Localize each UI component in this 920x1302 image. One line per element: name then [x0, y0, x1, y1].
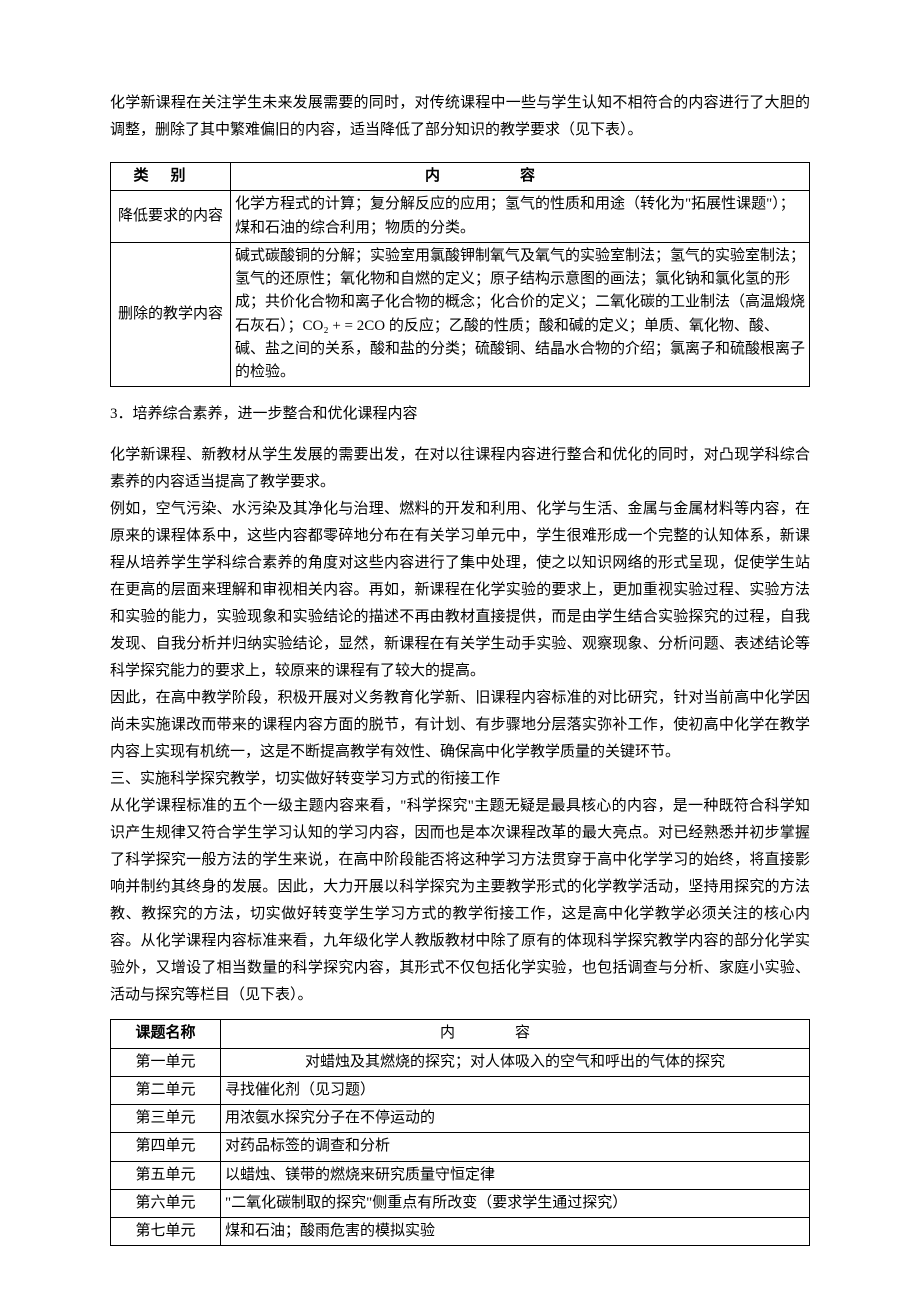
para-3-1: 化学新课程、新教材从学生发展的需要出发，在对以往课程内容进行整合和优化的同时，对…: [110, 442, 810, 496]
para-3-2: 例如，空气污染、水污染及其净化与治理、燃料的开发和利用、化学与生活、金属与金属材…: [110, 496, 810, 685]
table1-row2-content: 碱式碳酸铜的分解；实验室用氯酸钾制氧气及氧气的实验室制法；氢气的实验室制法；氢气…: [231, 242, 810, 387]
table2-row-content: "二氧化碳制取的探究"侧重点有所改变（要求学生通过探究）: [221, 1189, 810, 1217]
intro-paragraph: 化学新课程在关注学生未来发展需要的同时，对传统课程中一些与学生认知不相符合的内容…: [110, 90, 810, 144]
table2-row-unit: 第六单元: [111, 1189, 221, 1217]
table2-header-content: 内容: [221, 1020, 810, 1048]
table-units: 课题名称 内容 第一单元 对蜡烛及其燃烧的探究；对人体吸入的空气和呼出的气体的探…: [110, 1019, 810, 1246]
table2-row-content: 以蜡烛、镁带的燃烧来研究质量守恒定律: [221, 1161, 810, 1189]
table2-row-unit: 第三单元: [111, 1105, 221, 1133]
table2-row-content: 对蜡烛及其燃烧的探究；对人体吸入的空气和呼出的气体的探究: [221, 1048, 810, 1076]
table2-header-name: 课题名称: [111, 1020, 221, 1048]
table1-header-category: 类别: [111, 163, 231, 191]
table1-header-content: 内容: [231, 163, 810, 191]
para-3-3: 因此，在高中教学阶段，积极开展对义务教育化学新、旧课程内容标准的对比研究，针对当…: [110, 685, 810, 766]
table2-row-content: 寻找催化剂（见习题）: [221, 1076, 810, 1104]
heading-3: 3．培养综合素养，进一步整合和优化课程内容: [110, 401, 810, 428]
table2-row-unit: 第四单元: [111, 1133, 221, 1161]
table2-row-content: 用浓氨水探究分子在不停运动的: [221, 1105, 810, 1133]
table2-row-unit: 第五单元: [111, 1161, 221, 1189]
table1-row2-label: 删除的教学内容: [111, 242, 231, 387]
table-reduced-removed: 类别 内容 降低要求的内容 化学方程式的计算；复分解反应的应用；氢气的性质和用途…: [110, 162, 810, 387]
table2-row-unit: 第二单元: [111, 1076, 221, 1104]
table1-row1-label: 降低要求的内容: [111, 191, 231, 243]
heading-san: 三、实施科学探究教学，切实做好转变学习方式的衔接工作: [110, 766, 810, 793]
table1-row1-content: 化学方程式的计算；复分解反应的应用；氢气的性质和用途（转化为"拓展性课题"）；煤…: [231, 191, 810, 243]
table2-row-unit: 第七单元: [111, 1218, 221, 1246]
table2-row-content: 煤和石油；酸雨危害的模拟实验: [221, 1218, 810, 1246]
table2-row-unit: 第一单元: [111, 1048, 221, 1076]
table2-row-content: 对药品标签的调查和分析: [221, 1133, 810, 1161]
para-san: 从化学课程标准的五个一级主题内容来看，"科学探究"主题无疑是最具核心的内容，是一…: [110, 793, 810, 1009]
